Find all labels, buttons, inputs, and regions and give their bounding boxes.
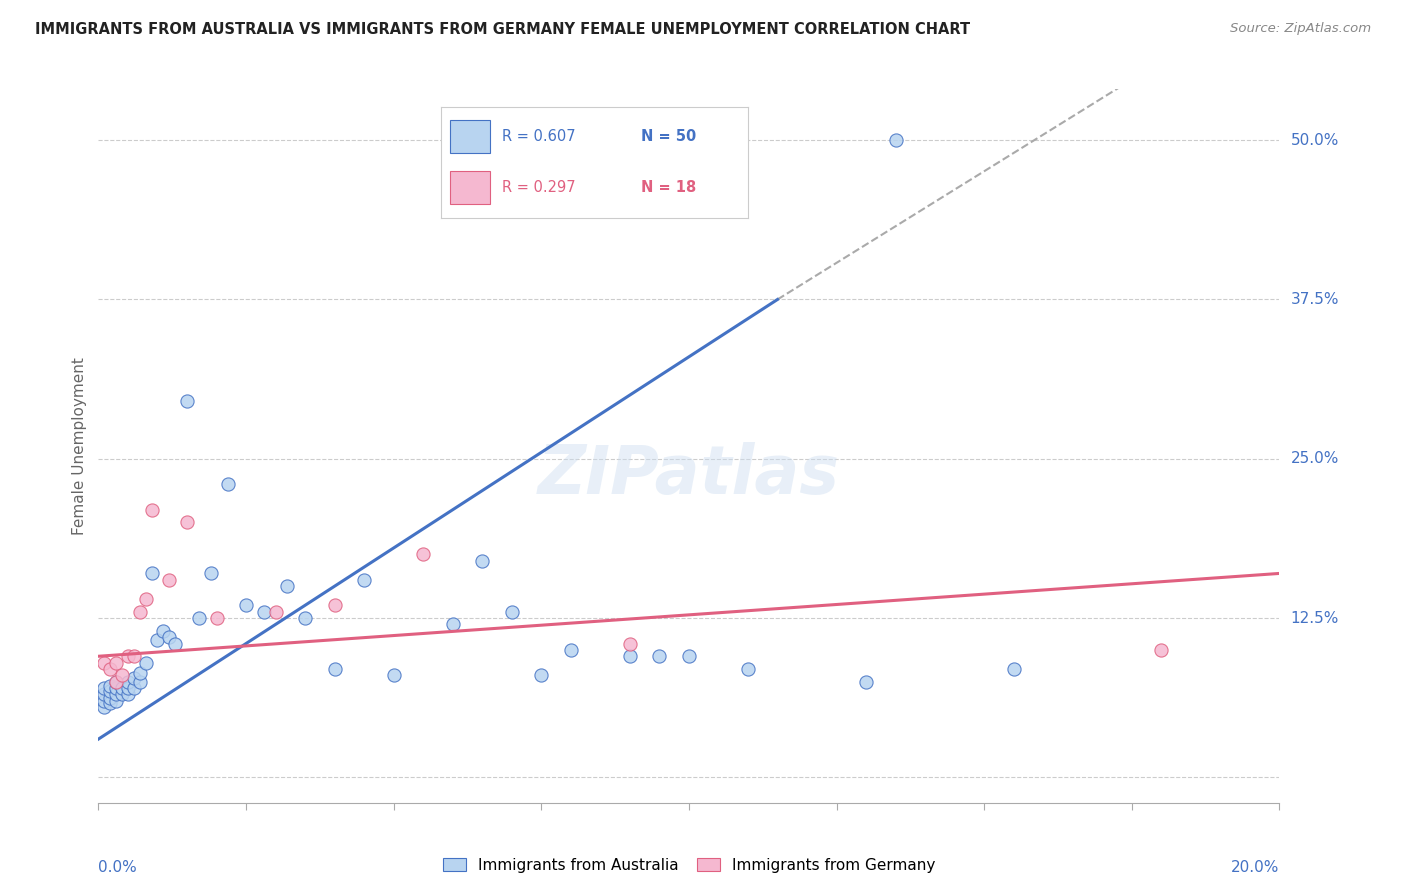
Point — [105, 694, 128, 708]
Point — [1002, 662, 1025, 676]
Point — [128, 674, 150, 689]
Point — [122, 671, 145, 685]
Point — [117, 649, 139, 664]
Point — [619, 649, 641, 664]
Point — [737, 662, 759, 676]
Point — [111, 681, 134, 695]
Point — [105, 656, 128, 670]
Point — [93, 656, 115, 670]
Point — [648, 649, 671, 664]
Point — [205, 611, 228, 625]
Point — [141, 566, 163, 581]
Point — [98, 662, 121, 676]
Point — [187, 611, 209, 625]
Point — [619, 636, 641, 650]
Point — [323, 662, 346, 676]
Point — [98, 683, 121, 698]
Point — [323, 599, 346, 613]
Text: IMMIGRANTS FROM AUSTRALIA VS IMMIGRANTS FROM GERMANY FEMALE UNEMPLOYMENT CORRELA: IMMIGRANTS FROM AUSTRALIA VS IMMIGRANTS … — [35, 22, 970, 37]
Point — [135, 656, 157, 670]
Point — [353, 573, 375, 587]
Point — [152, 624, 174, 638]
Point — [165, 636, 187, 650]
Point — [93, 700, 115, 714]
Text: 37.5%: 37.5% — [1291, 292, 1339, 307]
Point — [98, 691, 121, 706]
Point — [141, 502, 163, 516]
Point — [146, 632, 169, 647]
Point — [93, 681, 115, 695]
Text: 12.5%: 12.5% — [1291, 610, 1339, 625]
Point — [105, 674, 128, 689]
Point — [135, 591, 157, 606]
Point — [176, 516, 198, 530]
Point — [235, 599, 257, 613]
Text: ZIPatlas: ZIPatlas — [538, 442, 839, 508]
Text: 0.0%: 0.0% — [98, 860, 138, 875]
Point — [98, 679, 121, 693]
Point — [122, 681, 145, 695]
Point — [98, 697, 121, 711]
Point — [105, 681, 128, 695]
Point — [530, 668, 553, 682]
Point — [471, 554, 494, 568]
Text: 20.0%: 20.0% — [1232, 860, 1279, 875]
Point — [117, 674, 139, 689]
Point — [441, 617, 464, 632]
Point — [176, 394, 198, 409]
Text: 25.0%: 25.0% — [1291, 451, 1339, 467]
Point — [678, 649, 700, 664]
Point — [128, 605, 150, 619]
Point — [157, 573, 180, 587]
Text: 50.0%: 50.0% — [1291, 133, 1339, 148]
Point — [157, 630, 180, 644]
Point — [117, 688, 139, 702]
Y-axis label: Female Unemployment: Female Unemployment — [72, 357, 87, 535]
Point — [200, 566, 222, 581]
Point — [501, 605, 523, 619]
Point — [93, 688, 115, 702]
Point — [412, 547, 434, 561]
Text: Source: ZipAtlas.com: Source: ZipAtlas.com — [1230, 22, 1371, 36]
Point — [93, 694, 115, 708]
Point — [117, 681, 139, 695]
Point — [105, 688, 128, 702]
Point — [128, 665, 150, 680]
Point — [111, 668, 134, 682]
Point — [294, 611, 316, 625]
Point — [884, 133, 907, 147]
Point — [105, 674, 128, 689]
Point — [264, 605, 287, 619]
Point — [253, 605, 276, 619]
Legend: Immigrants from Australia, Immigrants from Germany: Immigrants from Australia, Immigrants fr… — [439, 853, 939, 877]
Point — [276, 579, 298, 593]
Point — [382, 668, 405, 682]
Point — [111, 688, 134, 702]
Point — [855, 674, 877, 689]
Point — [1150, 643, 1173, 657]
Point — [217, 477, 239, 491]
Point — [122, 649, 145, 664]
Point — [560, 643, 582, 657]
